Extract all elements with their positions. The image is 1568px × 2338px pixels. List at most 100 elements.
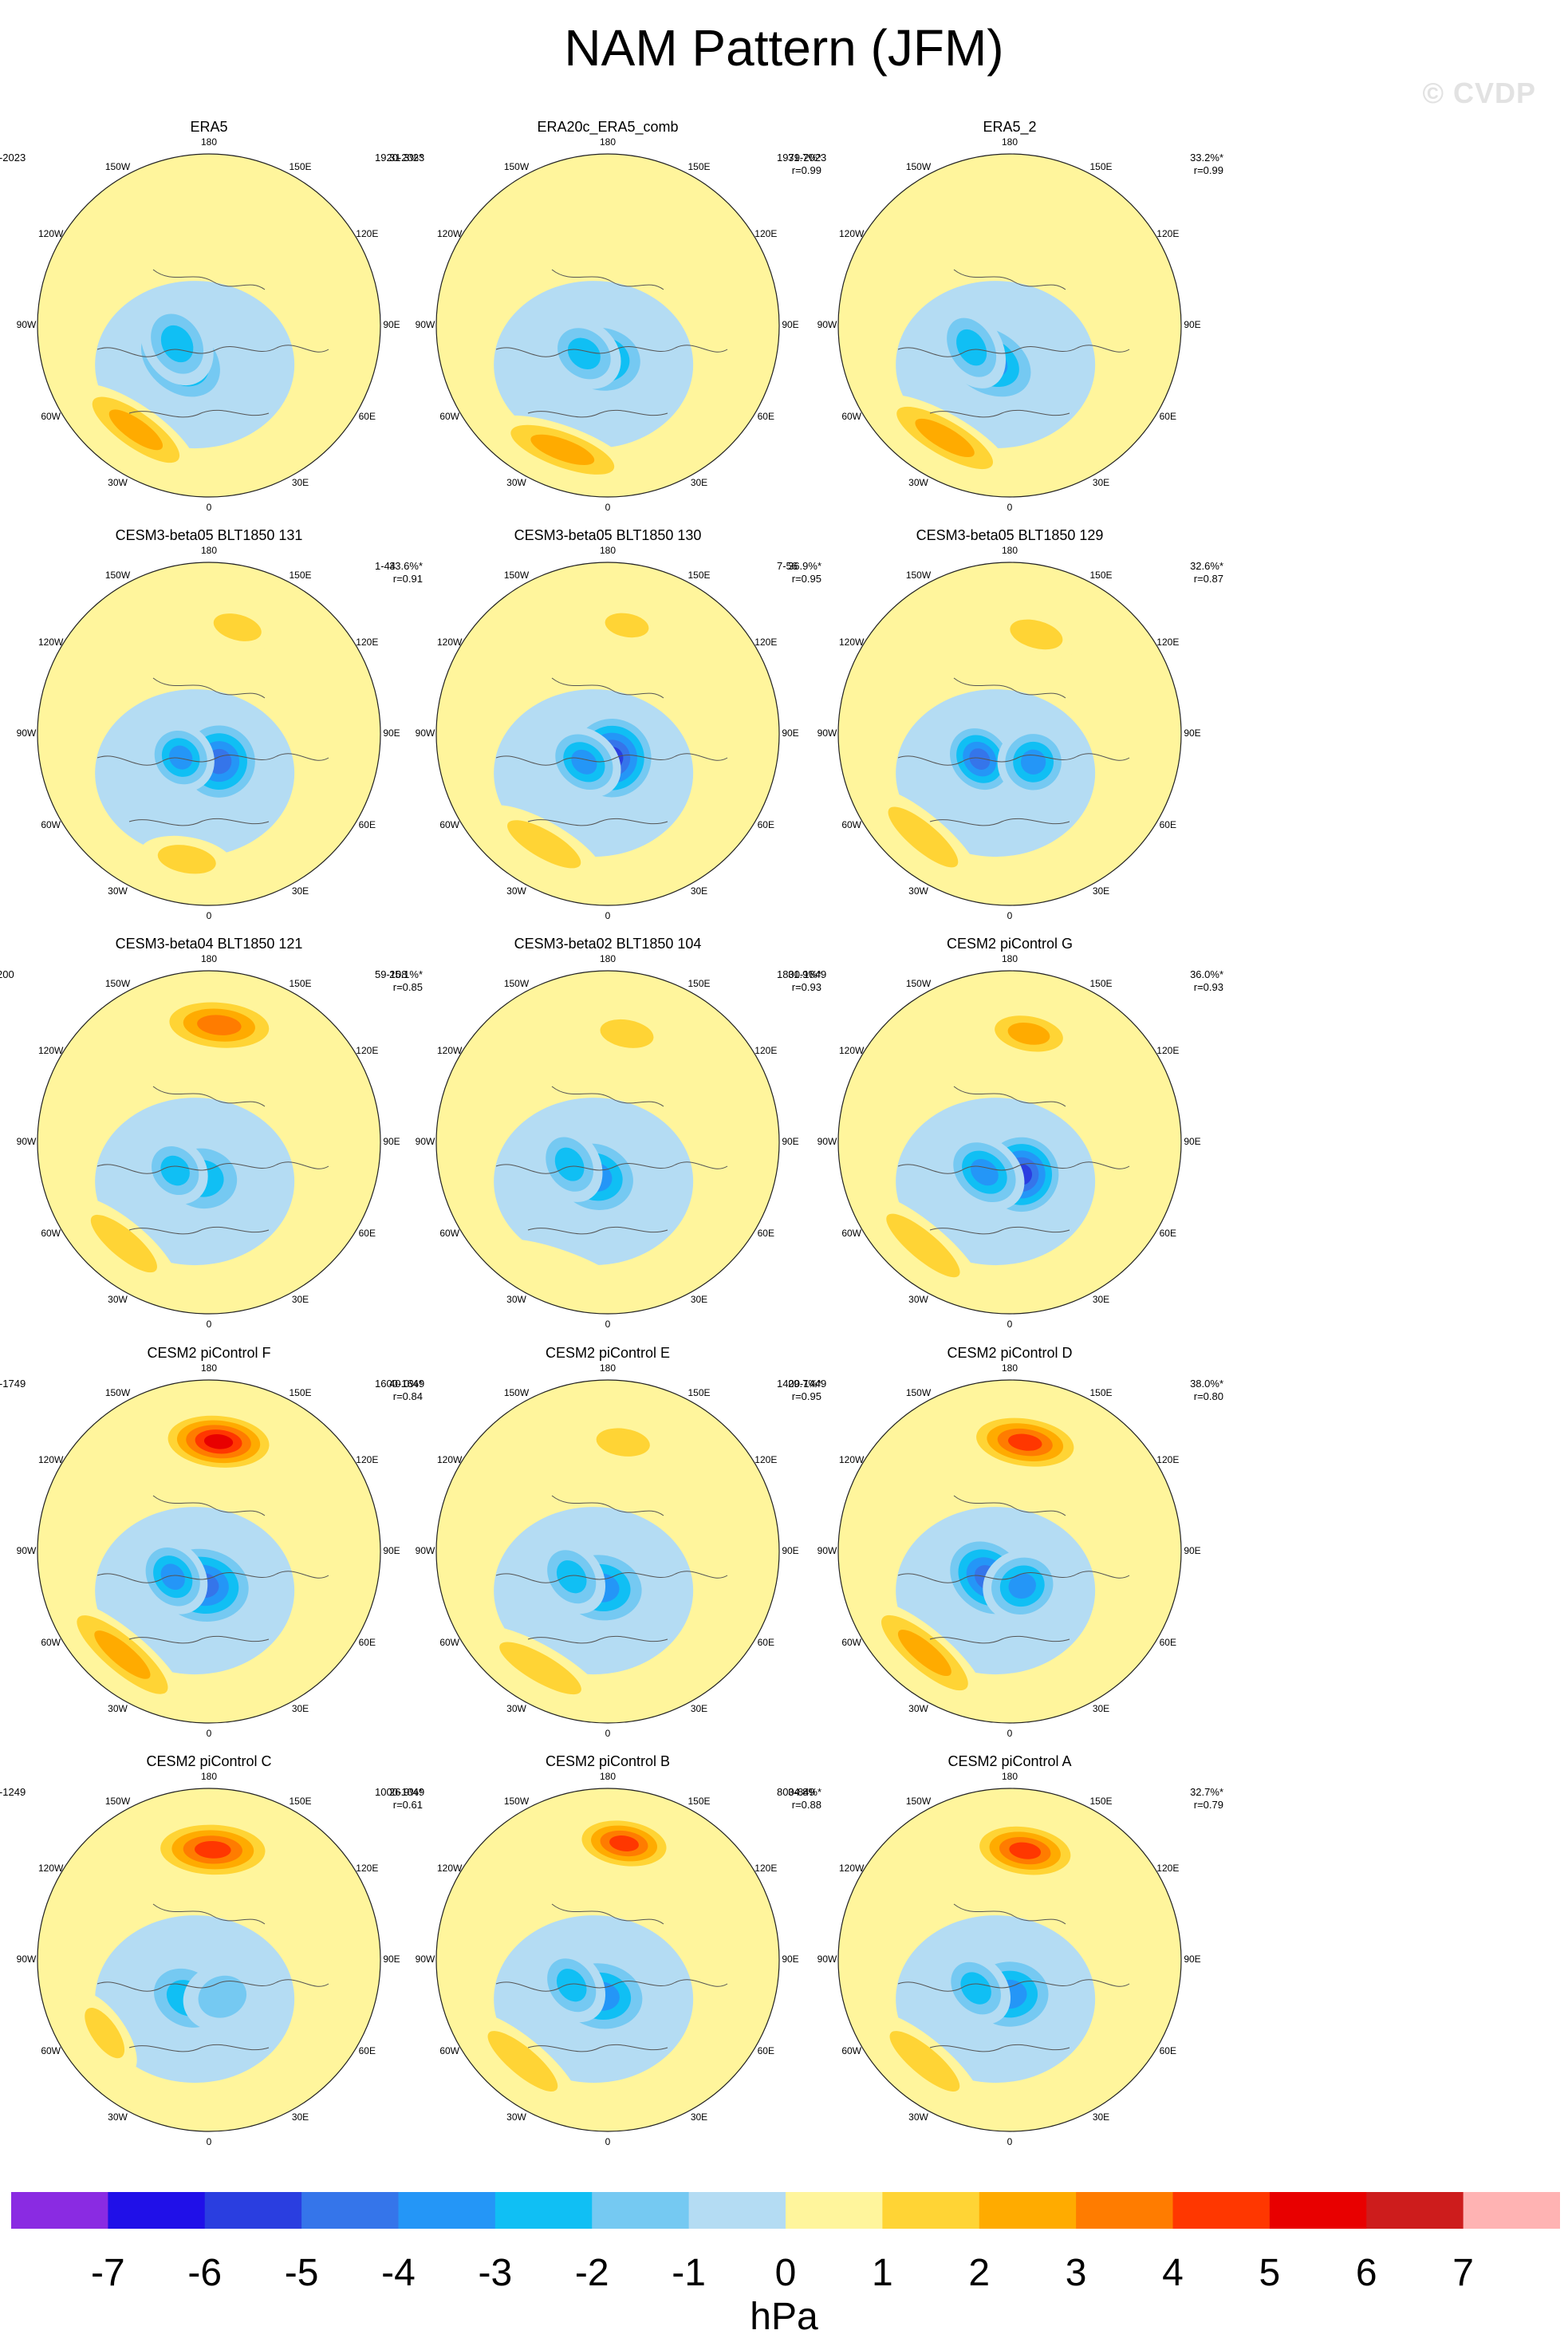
- panel-title: CESM2 piControl B: [545, 1753, 671, 1769]
- contour-level--4: [160, 1563, 185, 1591]
- lon-label-right: 90E: [1184, 319, 1201, 330]
- lon-label-top: 180: [1001, 1771, 1018, 1782]
- map-panel: ERA5_2 1979-2023 33.2%* r=0.99 180 150E 120E 90…: [762, 118, 1257, 517]
- map-outline: [37, 153, 381, 498]
- lon-label-left: 90W: [817, 1136, 837, 1147]
- lon-label-left: 90W: [415, 319, 435, 330]
- colorbar-tick-label: -3: [478, 2252, 513, 2294]
- panel-percent-variance: 38.0%*: [1190, 1378, 1223, 1390]
- contour-level-5: [1009, 1842, 1042, 1859]
- lon-label-bottom: 0: [206, 502, 212, 513]
- contour-level-2: [213, 613, 262, 641]
- map-outline: [435, 1788, 780, 2132]
- lon-label-left: 90W: [16, 1545, 37, 1556]
- panel-years: 1600-1649: [375, 1378, 425, 1390]
- lon-label-bottom: 0: [1007, 910, 1013, 921]
- panel-percent-variance: 36.0%*: [1190, 968, 1223, 980]
- lon-label-bottom: 0: [605, 502, 611, 513]
- lon-label-mid-right-high: 120E: [356, 1862, 379, 1874]
- lon-label-mid-left-high: 120W: [436, 1044, 463, 1056]
- lon-label-upper-left: 150W: [104, 977, 131, 989]
- polar-map: [837, 970, 1182, 1315]
- panel-years: 1200-1249: [0, 1786, 26, 1798]
- lon-label-mid-right-high: 120E: [1156, 1453, 1180, 1465]
- panel-pattern-correlation: r=0.91: [392, 573, 423, 585]
- panel-percent-variance: 26.9%*: [389, 1786, 423, 1798]
- map-outline: [837, 153, 1182, 498]
- contour-level-2: [90, 1214, 157, 1273]
- lon-label-upper-left: 150W: [104, 569, 131, 581]
- contour-level--5: [969, 748, 991, 770]
- lon-label-left: 90W: [415, 727, 435, 739]
- lon-label-mid-left-low: 60W: [41, 1227, 61, 1239]
- colorbar-swatch: [398, 2192, 496, 2229]
- panel-pattern-correlation: r=0.95: [791, 1390, 821, 1402]
- lon-label-top: 180: [599, 953, 617, 964]
- lon-label-mid-right-low: 60E: [1159, 1227, 1176, 1239]
- lon-label-bottom: 0: [605, 910, 611, 921]
- lon-label-left: 90W: [16, 1954, 37, 1965]
- coastlines: [897, 1086, 1130, 1235]
- lon-label-bottom: 0: [206, 910, 212, 921]
- polar-map: [435, 1379, 780, 1724]
- lon-label-mid-right-high: 120E: [754, 1862, 778, 1874]
- panel-percent-variance: 25.1%*: [389, 968, 423, 980]
- map-outline: [837, 1788, 1182, 2132]
- contour-level-5: [609, 1835, 639, 1851]
- lon-label-mid-right-low: 60E: [358, 818, 376, 830]
- lon-label-upper-right: 150E: [687, 569, 711, 581]
- panel-title: CESM2 piControl D: [947, 1345, 1073, 1361]
- lon-label-mid-left-low: 60W: [41, 410, 61, 422]
- lon-label-top: 180: [1001, 953, 1018, 964]
- contour-level-2: [1010, 619, 1063, 650]
- contour-level-2: [605, 613, 649, 638]
- lon-label-bottom: 0: [605, 1319, 611, 1330]
- coastlines: [897, 1903, 1130, 2052]
- lon-label-mid-right-low: 60E: [757, 2044, 774, 2056]
- colorbar-swatch: [1463, 2192, 1560, 2229]
- lon-label-mid-left-high: 120W: [838, 1862, 865, 1874]
- lon-label-mid-right-high: 120E: [1156, 1044, 1180, 1056]
- map-panel: CESM2 piControl G 1800-1849 36.0%* r=0.93 18…: [762, 935, 1257, 1334]
- lon-label-mid-left-low: 60W: [841, 1227, 862, 1239]
- map-outline: [435, 1379, 780, 1724]
- map-panel: CESM3-beta05 BLT1850 129 7-56 32.6%* r=0.87…: [762, 526, 1257, 925]
- lon-label-mid-right-high: 120E: [356, 636, 379, 648]
- polar-map: [435, 153, 780, 498]
- lon-label-lower-left: 30W: [908, 477, 928, 489]
- coastlines: [495, 1903, 728, 2052]
- panel-title: ERA5_2: [983, 119, 1037, 135]
- panel-pattern-correlation: r=0.88: [791, 1799, 821, 1811]
- lon-label-left: 90W: [817, 319, 837, 330]
- lon-label-lower-right: 30E: [690, 477, 708, 489]
- panel-title: CESM3-beta05 BLT1850 131: [115, 527, 303, 543]
- lon-label-upper-left: 150W: [503, 977, 530, 989]
- contour-level-1: [987, 207, 1051, 239]
- lon-label-upper-left: 150W: [503, 569, 530, 581]
- panel-title: ERA20c_ERA5_comb: [537, 119, 679, 135]
- lon-label-lower-left: 30W: [908, 1703, 928, 1715]
- panel-percent-variance: 32.6%*: [1190, 560, 1223, 572]
- lon-label-left: 90W: [415, 1545, 435, 1556]
- lon-label-bottom: 0: [605, 2136, 611, 2147]
- panel-percent-variance: 31.7%*: [788, 152, 821, 164]
- map-panel: CESM2 piControl C 1200-1249 26.9%*r=0.61 18…: [0, 1753, 456, 2151]
- panel-title: CESM3-beta05 BLT1850 129: [916, 527, 1104, 543]
- contour-level--3: [554, 1147, 585, 1181]
- lon-label-lower-right: 30E: [291, 477, 309, 489]
- lon-label-upper-right: 150E: [687, 1386, 711, 1398]
- panel-pattern-correlation: r=0.80: [1193, 1390, 1223, 1402]
- colorbar-swatch: [1172, 2192, 1271, 2229]
- lon-label-mid-right-low: 60E: [757, 1227, 774, 1239]
- lon-label-upper-right: 150E: [289, 1386, 312, 1398]
- lon-label-mid-right-low: 60E: [358, 1227, 376, 1239]
- contour-level-2: [889, 2031, 960, 2092]
- lon-label-top: 180: [1001, 545, 1018, 556]
- lon-label-upper-right: 150E: [1089, 160, 1113, 172]
- colorbar-swatch: [882, 2192, 980, 2229]
- map-outline: [37, 1379, 381, 1724]
- map-outline: [837, 970, 1182, 1315]
- panel-years: 151-200: [0, 968, 14, 980]
- colorbar-tick-label: -2: [574, 2252, 609, 2294]
- contour-level-4: [197, 1015, 242, 1035]
